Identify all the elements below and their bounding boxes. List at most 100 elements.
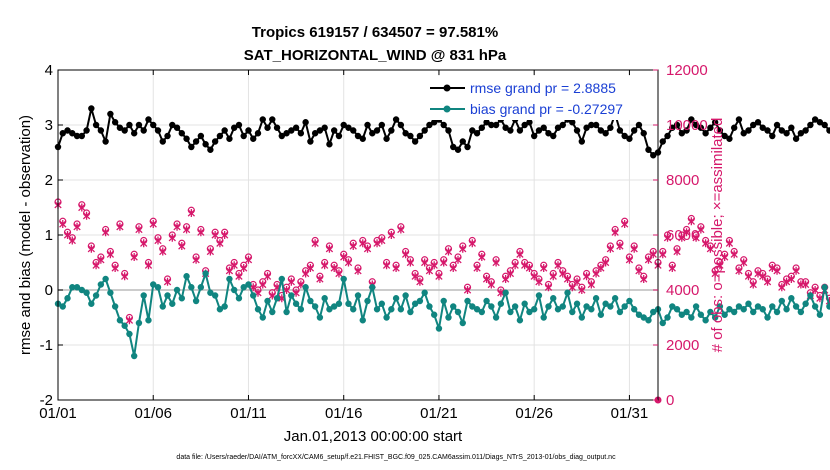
bias-point	[750, 308, 757, 316]
rmse-point	[88, 105, 95, 112]
bias-point	[88, 300, 95, 307]
y-tick-label: 0	[45, 282, 53, 299]
assimilated-obs-point	[59, 220, 67, 228]
y-tick-label: -2	[40, 392, 53, 409]
bias-point	[273, 295, 281, 302]
bias-point	[297, 306, 305, 313]
bias-point	[121, 322, 128, 329]
bias-point	[735, 303, 743, 310]
rmse-point	[307, 138, 314, 145]
x-tick-label: 01/26	[515, 405, 553, 422]
bias-point	[559, 303, 566, 310]
assimilated-obs-point	[244, 255, 253, 264]
assimilated-obs-point	[401, 250, 410, 259]
bias-point	[673, 306, 681, 313]
assimilated-obs-point	[754, 269, 762, 278]
rmse-point	[559, 121, 566, 129]
assimilated-obs-point	[749, 280, 757, 289]
bias-point	[116, 317, 124, 324]
rmse-point	[254, 130, 262, 137]
rmse-point	[726, 135, 733, 142]
assimilated-obs-point	[378, 236, 386, 245]
assimilated-obs-point	[416, 277, 424, 286]
bias-point	[773, 308, 781, 316]
y2-tick-label: 10000	[666, 117, 708, 134]
bias-point	[511, 303, 519, 310]
rmse-point	[378, 121, 386, 129]
assimilated-obs-point	[111, 264, 119, 272]
rmse-point	[816, 119, 824, 126]
assimilated-obs-point	[78, 203, 86, 212]
rmse-point	[145, 116, 152, 123]
bias-point	[826, 303, 830, 310]
bias-point	[754, 303, 762, 310]
rmse-point	[492, 121, 500, 129]
bias-point	[640, 314, 647, 321]
rmse-point	[197, 132, 205, 140]
assimilated-obs-point	[801, 280, 810, 289]
bias-point	[469, 303, 476, 310]
rmse-point	[745, 127, 752, 134]
bias-point	[326, 306, 333, 313]
rmse-point	[583, 124, 590, 131]
y2-tick-label: 0	[666, 392, 674, 409]
assimilated-obs-point	[440, 258, 448, 267]
rmse-point	[550, 132, 557, 140]
rmse-point	[388, 127, 395, 134]
assimilated-obs-point	[487, 280, 495, 289]
bias-point	[540, 314, 547, 321]
rmse-point	[350, 127, 357, 134]
bias-point	[745, 300, 752, 307]
bias-point	[140, 292, 147, 299]
bias-point	[592, 295, 600, 302]
y-axis-label: rmse and bias (model - observation)	[17, 115, 34, 355]
bias-point	[616, 308, 624, 316]
rmse-point	[573, 127, 581, 134]
assimilated-obs-point	[97, 255, 105, 264]
bias-point	[154, 284, 162, 291]
assimilated-obs-point	[521, 261, 529, 270]
assimilated-obs-point	[554, 261, 562, 270]
rmse-point	[288, 127, 295, 134]
bias-point	[388, 306, 395, 313]
rmse-point	[507, 127, 514, 134]
rmse-point	[802, 127, 809, 134]
bias-point	[730, 308, 738, 316]
rmse-point	[107, 110, 114, 118]
assimilated-obs-point	[444, 247, 453, 256]
rmse-point	[159, 138, 166, 145]
bias-point	[507, 308, 514, 316]
bias-point	[602, 300, 609, 307]
rmse-point	[659, 138, 666, 145]
rmse-point	[326, 141, 333, 148]
rmse-point	[445, 127, 452, 134]
bias-point	[254, 306, 262, 313]
rmse-point	[673, 121, 681, 129]
bias-point	[221, 303, 228, 310]
assimilated-obs-point	[578, 286, 586, 294]
bias-point	[678, 311, 686, 318]
bias-point	[669, 303, 676, 310]
rmse-point	[783, 130, 790, 137]
bias-point	[240, 284, 247, 291]
rmse-point	[616, 127, 624, 134]
rmse-point	[383, 135, 390, 142]
assimilated-obs-point	[692, 233, 700, 242]
rmse-point	[392, 116, 400, 123]
rmse-point	[811, 116, 819, 123]
rmse-point	[454, 146, 462, 153]
rmse-point	[602, 130, 609, 137]
bias-point	[707, 308, 714, 316]
bias-point	[111, 303, 119, 310]
assimilated-obs-point	[725, 239, 734, 248]
assimilated-obs-point	[787, 275, 795, 283]
bias-point	[573, 300, 581, 307]
rmse-point	[450, 143, 457, 151]
assimilated-obs-point	[130, 253, 138, 261]
bias-point	[245, 281, 252, 288]
rmse-point	[335, 132, 343, 140]
bias-point	[588, 306, 595, 313]
bias-point	[292, 300, 300, 307]
rmse-point	[650, 152, 657, 159]
